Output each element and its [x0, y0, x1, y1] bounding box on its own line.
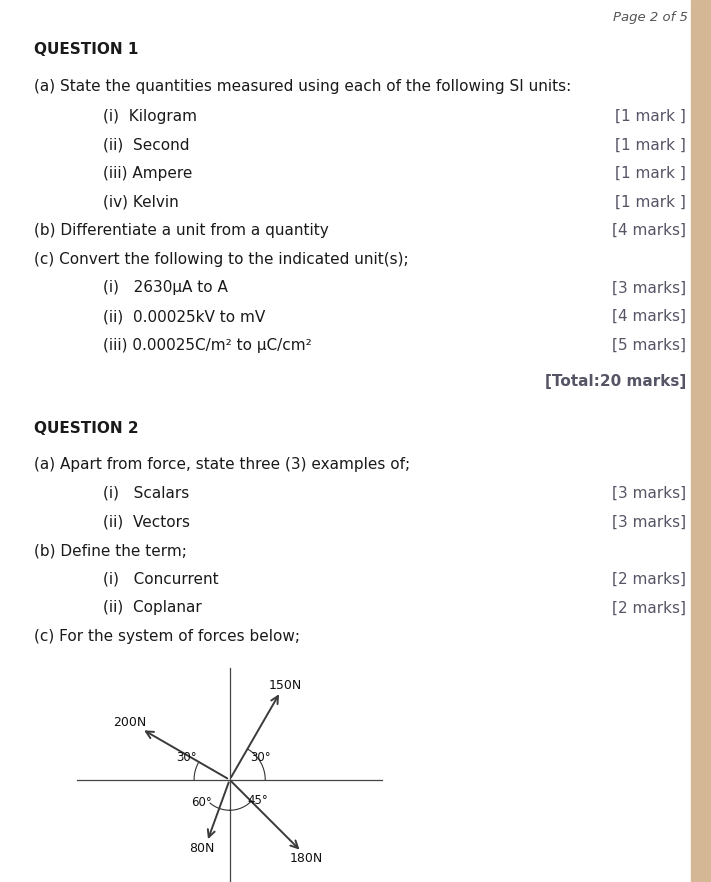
Text: [5 marks]: [5 marks] — [612, 338, 686, 353]
Text: [4 marks]: [4 marks] — [612, 223, 686, 238]
Text: [2 marks]: [2 marks] — [612, 601, 686, 616]
Text: 80N: 80N — [189, 842, 215, 856]
Text: 30°: 30° — [250, 751, 270, 764]
Text: 200N: 200N — [113, 716, 146, 729]
Text: 30°: 30° — [176, 751, 197, 764]
Text: [4 marks]: [4 marks] — [612, 309, 686, 324]
Text: [1 mark ]: [1 mark ] — [615, 166, 686, 181]
Text: (iii) 0.00025C/m² to μC/cm²: (iii) 0.00025C/m² to μC/cm² — [103, 338, 312, 353]
Text: (a) State the quantities measured using each of the following SI units:: (a) State the quantities measured using … — [34, 78, 572, 93]
Text: Page 2 of 5: Page 2 of 5 — [614, 11, 688, 24]
Bar — [691, 0, 711, 882]
Text: [3 marks]: [3 marks] — [612, 280, 686, 295]
Text: (iii) Ampere: (iii) Ampere — [103, 166, 193, 181]
Text: (c) For the system of forces below;: (c) For the system of forces below; — [34, 629, 300, 644]
Text: [1 mark ]: [1 mark ] — [615, 195, 686, 210]
Text: [3 marks]: [3 marks] — [612, 514, 686, 529]
Text: [1 mark ]: [1 mark ] — [615, 138, 686, 153]
Text: 150N: 150N — [269, 679, 302, 692]
Text: (b) Differentiate a unit from a quantity: (b) Differentiate a unit from a quantity — [34, 223, 329, 238]
Text: QUESTION 1: QUESTION 1 — [34, 42, 139, 57]
Text: (iv) Kelvin: (iv) Kelvin — [103, 195, 179, 210]
Text: (ii)  Second: (ii) Second — [103, 138, 190, 153]
Text: [2 marks]: [2 marks] — [612, 572, 686, 587]
Text: (i)   Scalars: (i) Scalars — [103, 486, 189, 501]
Text: [3 marks]: [3 marks] — [612, 486, 686, 501]
Text: QUESTION 2: QUESTION 2 — [34, 421, 139, 436]
Text: 60°: 60° — [191, 796, 212, 809]
Text: (i)  Kilogram: (i) Kilogram — [103, 108, 197, 123]
Text: (ii)  Coplanar: (ii) Coplanar — [103, 601, 202, 616]
Text: 180N: 180N — [290, 852, 324, 865]
Text: (i)   2630μA to A: (i) 2630μA to A — [103, 280, 228, 295]
Text: (i)   Concurrent: (i) Concurrent — [103, 572, 219, 587]
Text: [Total:20 marks]: [Total:20 marks] — [545, 374, 686, 389]
Text: (ii)  Vectors: (ii) Vectors — [103, 514, 190, 529]
Text: (c) Convert the following to the indicated unit(s);: (c) Convert the following to the indicat… — [34, 251, 409, 266]
Text: (ii)  0.00025kV to mV: (ii) 0.00025kV to mV — [103, 309, 265, 324]
Text: (b) Define the term;: (b) Define the term; — [34, 543, 187, 558]
Text: [1 mark ]: [1 mark ] — [615, 108, 686, 123]
Text: 45°: 45° — [247, 794, 269, 806]
Text: (a) Apart from force, state three (3) examples of;: (a) Apart from force, state three (3) ex… — [34, 458, 410, 473]
